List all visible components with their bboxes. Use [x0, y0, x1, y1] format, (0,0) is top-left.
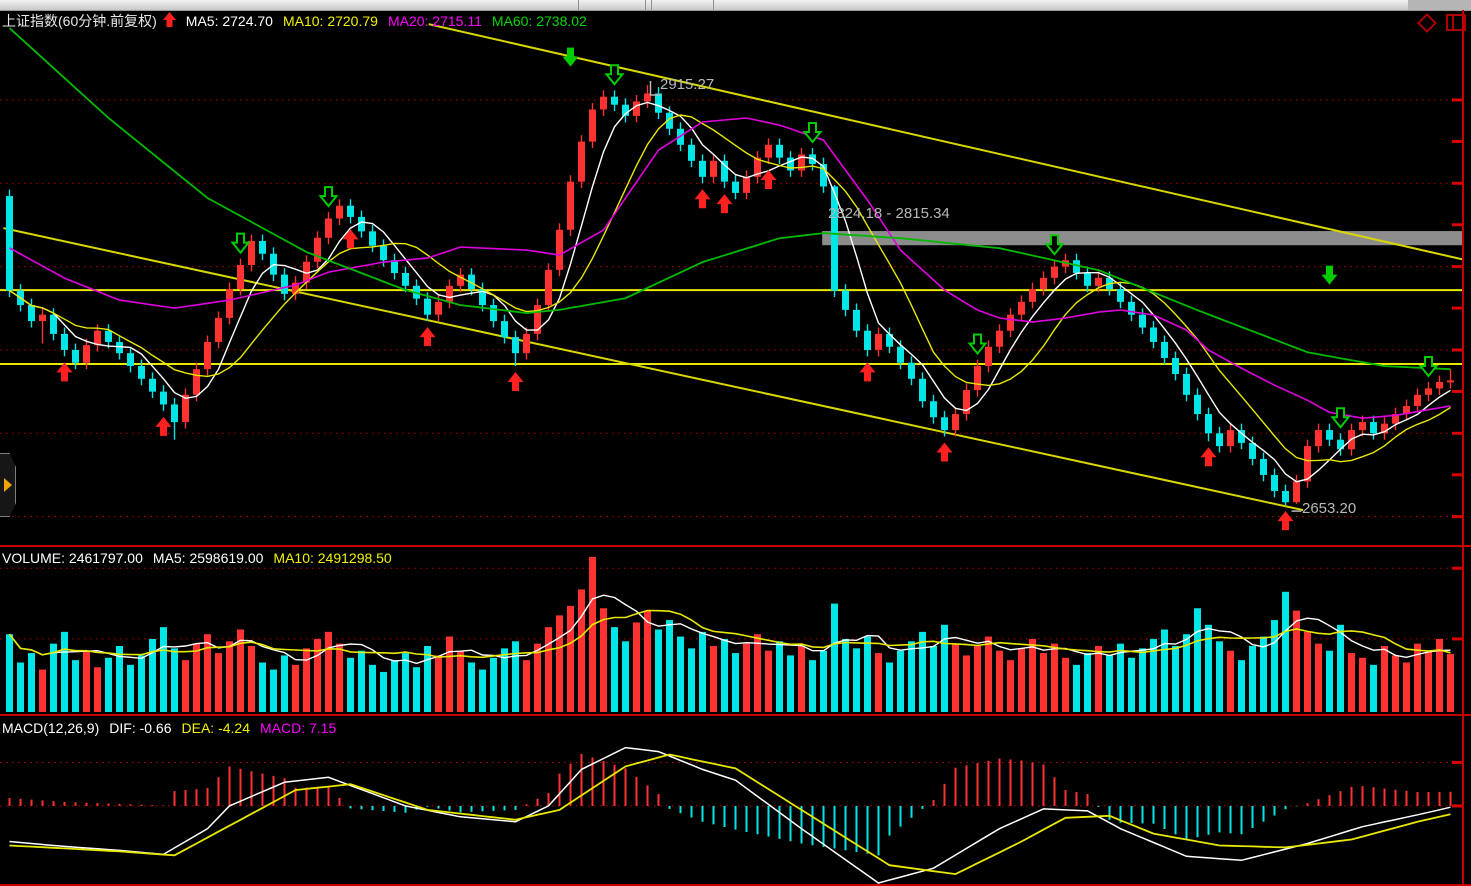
right-axis-border: [1462, 10, 1464, 884]
ma20-value: MA20: 2715.11: [387, 13, 482, 29]
strip-divider: [651, 0, 652, 10]
low-price-label: 2653.20: [1302, 500, 1357, 517]
strip-divider: [578, 0, 579, 10]
dea-value: DEA: -4.24: [181, 720, 250, 736]
diamond-icon[interactable]: [1417, 12, 1437, 33]
ma10-value: MA10: 2720.79: [282, 13, 378, 29]
volume-ma10-value: MA10: 2491298.50: [273, 550, 392, 566]
volume-ma5-value: MA5: 2598619.00: [152, 550, 264, 566]
pane-corner-icons: [1417, 12, 1466, 33]
symbol-title: 上证指数(60分钟.前复权): [2, 13, 157, 29]
kline-canvas[interactable]: [0, 10, 1471, 545]
sidebar-expand-handle[interactable]: [0, 453, 16, 517]
macd-params: MACD(12,26,9): [2, 720, 100, 736]
pane-divider[interactable]: [0, 714, 1471, 716]
macd-canvas[interactable]: [0, 716, 1471, 884]
pane-divider[interactable]: [0, 545, 1471, 547]
peak-price-label: 2915.27: [660, 76, 715, 93]
strip-divider: [713, 0, 714, 10]
volume-header: VOLUME: 2461797.00 MA5: 2598619.00 MA10:…: [2, 549, 402, 567]
split-window-icon-line: [1452, 16, 1454, 29]
volume-canvas[interactable]: [0, 547, 1471, 714]
strip-right-segment: [1408, 0, 1471, 10]
up-arrow-icon: [162, 12, 176, 30]
range-band-label: 2824.18 - 2815.34: [828, 205, 950, 222]
window-top-strip: [0, 0, 1471, 11]
split-window-icon[interactable]: [1446, 14, 1466, 31]
macd-header: MACD(12,26,9) DIF: -0.66 DEA: -4.24 MACD…: [2, 719, 346, 737]
strip-divider: [645, 0, 646, 10]
volume-value: VOLUME: 2461797.00: [2, 550, 143, 566]
ma5-value: MA5: 2724.70: [185, 13, 273, 29]
bottom-border: [0, 884, 1471, 886]
ma60-value: MA60: 2738.02: [491, 13, 587, 29]
macd-value: MACD: 7.15: [260, 720, 337, 736]
expand-arrow-icon: [3, 478, 12, 492]
dif-value: DIF: -0.66: [109, 720, 172, 736]
kline-header: 上证指数(60分钟.前复权) MA5: 2724.70 MA10: 2720.7…: [2, 12, 597, 30]
